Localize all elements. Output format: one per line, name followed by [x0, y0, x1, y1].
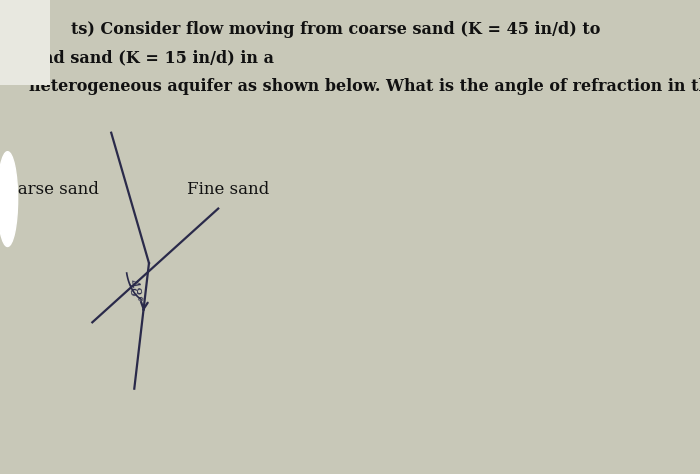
- Text: Coarse sand: Coarse sand: [0, 181, 99, 198]
- Text: ts) Consider flow moving from coarse sand (K = 45 in/d) to: ts) Consider flow moving from coarse san…: [71, 21, 601, 38]
- Text: find sand (K = 15 in/d) in a: find sand (K = 15 in/d) in a: [29, 50, 274, 67]
- Text: Fine sand: Fine sand: [187, 181, 269, 198]
- Ellipse shape: [0, 152, 18, 246]
- Text: 48°: 48°: [125, 278, 143, 305]
- Text: heterogeneous aquifer as shown below. What is the angle of refraction in the fin: heterogeneous aquifer as shown below. Wh…: [29, 78, 700, 95]
- FancyBboxPatch shape: [0, 0, 50, 85]
